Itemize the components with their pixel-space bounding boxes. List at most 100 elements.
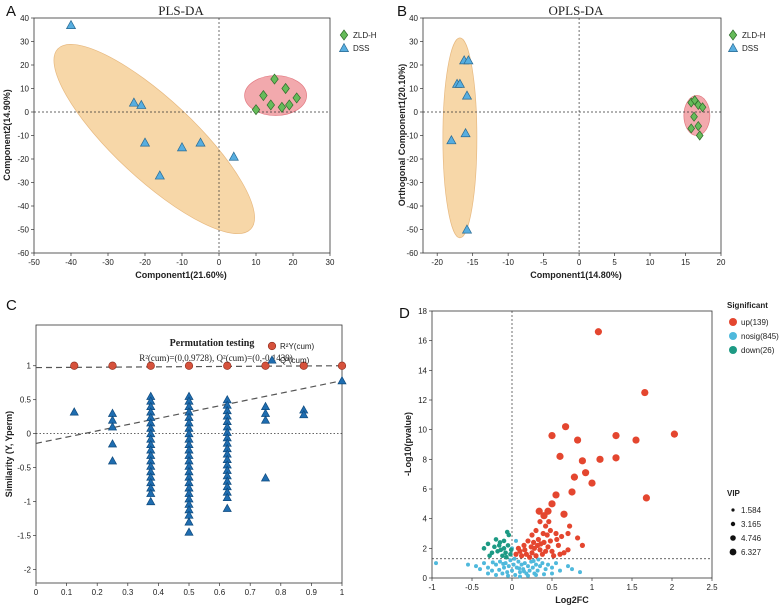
down-point: [493, 537, 499, 542]
y-tick-label: 6: [423, 485, 428, 494]
x-tick-label: 2: [670, 583, 675, 592]
dss-point: [460, 127, 471, 138]
up-point: [574, 436, 582, 444]
x-tick-label: 15: [681, 258, 690, 267]
panel-label: C: [6, 297, 17, 314]
up-point: [535, 507, 543, 515]
x-tick-label: 2.5: [706, 583, 718, 592]
nosig-point: [501, 561, 506, 566]
dss-point: [176, 142, 188, 152]
y-tick-label: -20: [406, 155, 418, 164]
nosig-point: [511, 562, 516, 567]
x-tick-label: -40: [65, 258, 77, 267]
vip-size-label: 6.327: [741, 548, 762, 557]
up-point: [548, 500, 556, 508]
x-tick-label: 30: [326, 258, 335, 267]
y-tick-label: -20: [17, 155, 29, 164]
x-tick-label: 0.3: [122, 588, 134, 597]
up-point: [568, 488, 576, 496]
y-tick-label: 4: [423, 515, 428, 524]
nosig-point: [502, 565, 506, 570]
r2-point: [184, 361, 194, 370]
down-point: [508, 547, 514, 553]
dss-point: [446, 134, 457, 145]
nosig-point: [522, 561, 527, 566]
zldh-point: [292, 92, 301, 104]
up-point: [549, 548, 555, 554]
y-tick-label: 30: [409, 38, 418, 47]
x-tick-label: -20: [431, 258, 443, 267]
up-point: [632, 436, 640, 444]
x-tick-label: 0.5: [183, 588, 195, 597]
nosig-point: [513, 573, 518, 578]
x-tick-label: -10: [502, 258, 514, 267]
down-point: [496, 543, 502, 548]
vip-size-label: 1.584: [741, 506, 762, 515]
zldh-point: [285, 99, 294, 111]
legend-marker: [729, 346, 737, 354]
up-point: [578, 457, 587, 465]
x-tick-label: 0.8: [275, 588, 287, 597]
down-point: [504, 554, 509, 560]
y-tick-label: -30: [17, 179, 29, 188]
up-point: [641, 388, 649, 397]
q2-point: [184, 517, 194, 526]
y-tick-label: 1: [27, 362, 32, 371]
y-tick-label: -1.5: [17, 531, 31, 540]
y-tick-label: 18: [418, 307, 427, 316]
down-point: [485, 541, 491, 547]
q2-point: [184, 527, 194, 536]
legend-r2-label: R²Y(cum): [280, 342, 315, 351]
nosig-point: [516, 559, 521, 564]
x-tick-label: 0.2: [92, 588, 104, 597]
nosig-point: [466, 562, 470, 567]
y-axis-label: Component2(14.90%): [2, 89, 12, 181]
up-point: [588, 479, 596, 487]
y-tick-label: -60: [406, 249, 418, 258]
nosig-point: [542, 572, 546, 577]
r2-point: [337, 361, 347, 370]
legend-dss-label: DSS: [742, 44, 758, 53]
up-point: [533, 527, 539, 534]
nosig-point: [550, 565, 554, 570]
nosig-point: [486, 571, 490, 576]
panel-label: B: [397, 3, 407, 20]
up-point: [547, 527, 554, 534]
legend-label: nosig(845): [741, 332, 779, 341]
x-tick-label: 0: [577, 258, 582, 267]
nosig-point: [570, 567, 574, 572]
panel-a: A PLS-DA-50 -40 -30 -20 -10 0 10 20 30-60-50-40-3…: [2, 3, 377, 280]
up-point: [555, 542, 562, 548]
up-point: [522, 547, 528, 553]
nosig-point: [534, 562, 538, 567]
chart-subtitle: R²(cum)=(0,0.9728), Q²(cum)=(0,-0.1439): [139, 353, 293, 363]
y-tick-label: 14: [418, 366, 427, 375]
x-tick-label: 10: [646, 258, 655, 267]
r2-point: [299, 361, 308, 370]
legend-dss-marker: [338, 42, 350, 52]
q2-point: [260, 473, 271, 482]
plot-frame: [431, 310, 713, 579]
up-point: [521, 542, 527, 548]
x-tick-label: 0.4: [153, 588, 165, 597]
x-tick-label: 0: [217, 258, 222, 267]
down-point: [481, 546, 487, 551]
up-point: [579, 542, 586, 548]
r2-point: [146, 361, 155, 370]
up-point: [560, 510, 568, 518]
legend-zldh-label: ZLD-H: [742, 31, 766, 40]
up-point: [562, 423, 570, 431]
y-tick-label: 0.5: [20, 396, 32, 405]
nosig-point: [536, 557, 541, 562]
x-tick-label: -15: [467, 258, 479, 267]
dss-point: [139, 137, 151, 147]
zldh-point: [259, 89, 268, 102]
down-point: [500, 553, 505, 559]
y-tick-label: 12: [418, 396, 427, 405]
x-tick-label: -1: [428, 583, 436, 592]
up-point: [515, 545, 522, 551]
up-point: [543, 523, 549, 529]
x-tick-label: 0.6: [214, 588, 226, 597]
nosig-point: [535, 568, 540, 573]
up-point: [561, 550, 567, 556]
